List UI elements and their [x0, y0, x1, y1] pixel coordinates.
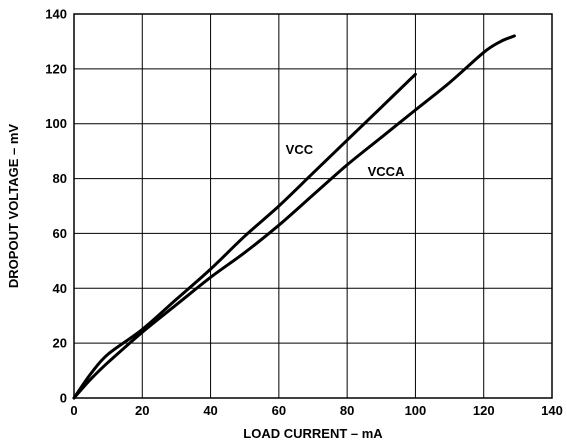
y-tick-label-60: 60 [53, 226, 67, 241]
x-tick-label-20: 20 [135, 403, 149, 418]
plot-frame [73, 13, 553, 399]
x-tick-label-0: 0 [70, 403, 77, 418]
x-tick-label-60: 60 [272, 403, 286, 418]
y-tick-label-120: 120 [45, 61, 67, 76]
x-tick-label-120: 120 [473, 403, 495, 418]
tick-labels: 0 20 40 60 80 100 120 140 0 20 40 60 80 100 120 140 [45, 7, 563, 419]
series-layer [72, 34, 516, 400]
x-tick-label-80: 80 [340, 403, 354, 418]
y-tick-label-40: 40 [53, 281, 67, 296]
y-axis-title: DROPOUT VOLTAGE – mV [6, 124, 21, 289]
series-label-vcca: VCCA [368, 164, 405, 179]
series-line-vcc [72, 72, 417, 400]
y-tick-label-0: 0 [60, 391, 67, 406]
y-tick-label-140: 140 [45, 7, 67, 22]
y-tick-label-80: 80 [53, 171, 67, 186]
series-label-vcc: VCC [286, 142, 314, 157]
grid-lines [73, 13, 553, 399]
y-tick-label-100: 100 [45, 116, 67, 131]
x-tick-label-100: 100 [405, 403, 427, 418]
x-tick-label-140: 140 [541, 403, 563, 418]
x-axis-title: LOAD CURRENT – mA [243, 426, 383, 441]
x-tick-label-40: 40 [203, 403, 217, 418]
y-tick-label-20: 20 [53, 336, 67, 351]
series-line-vcca [72, 34, 516, 400]
